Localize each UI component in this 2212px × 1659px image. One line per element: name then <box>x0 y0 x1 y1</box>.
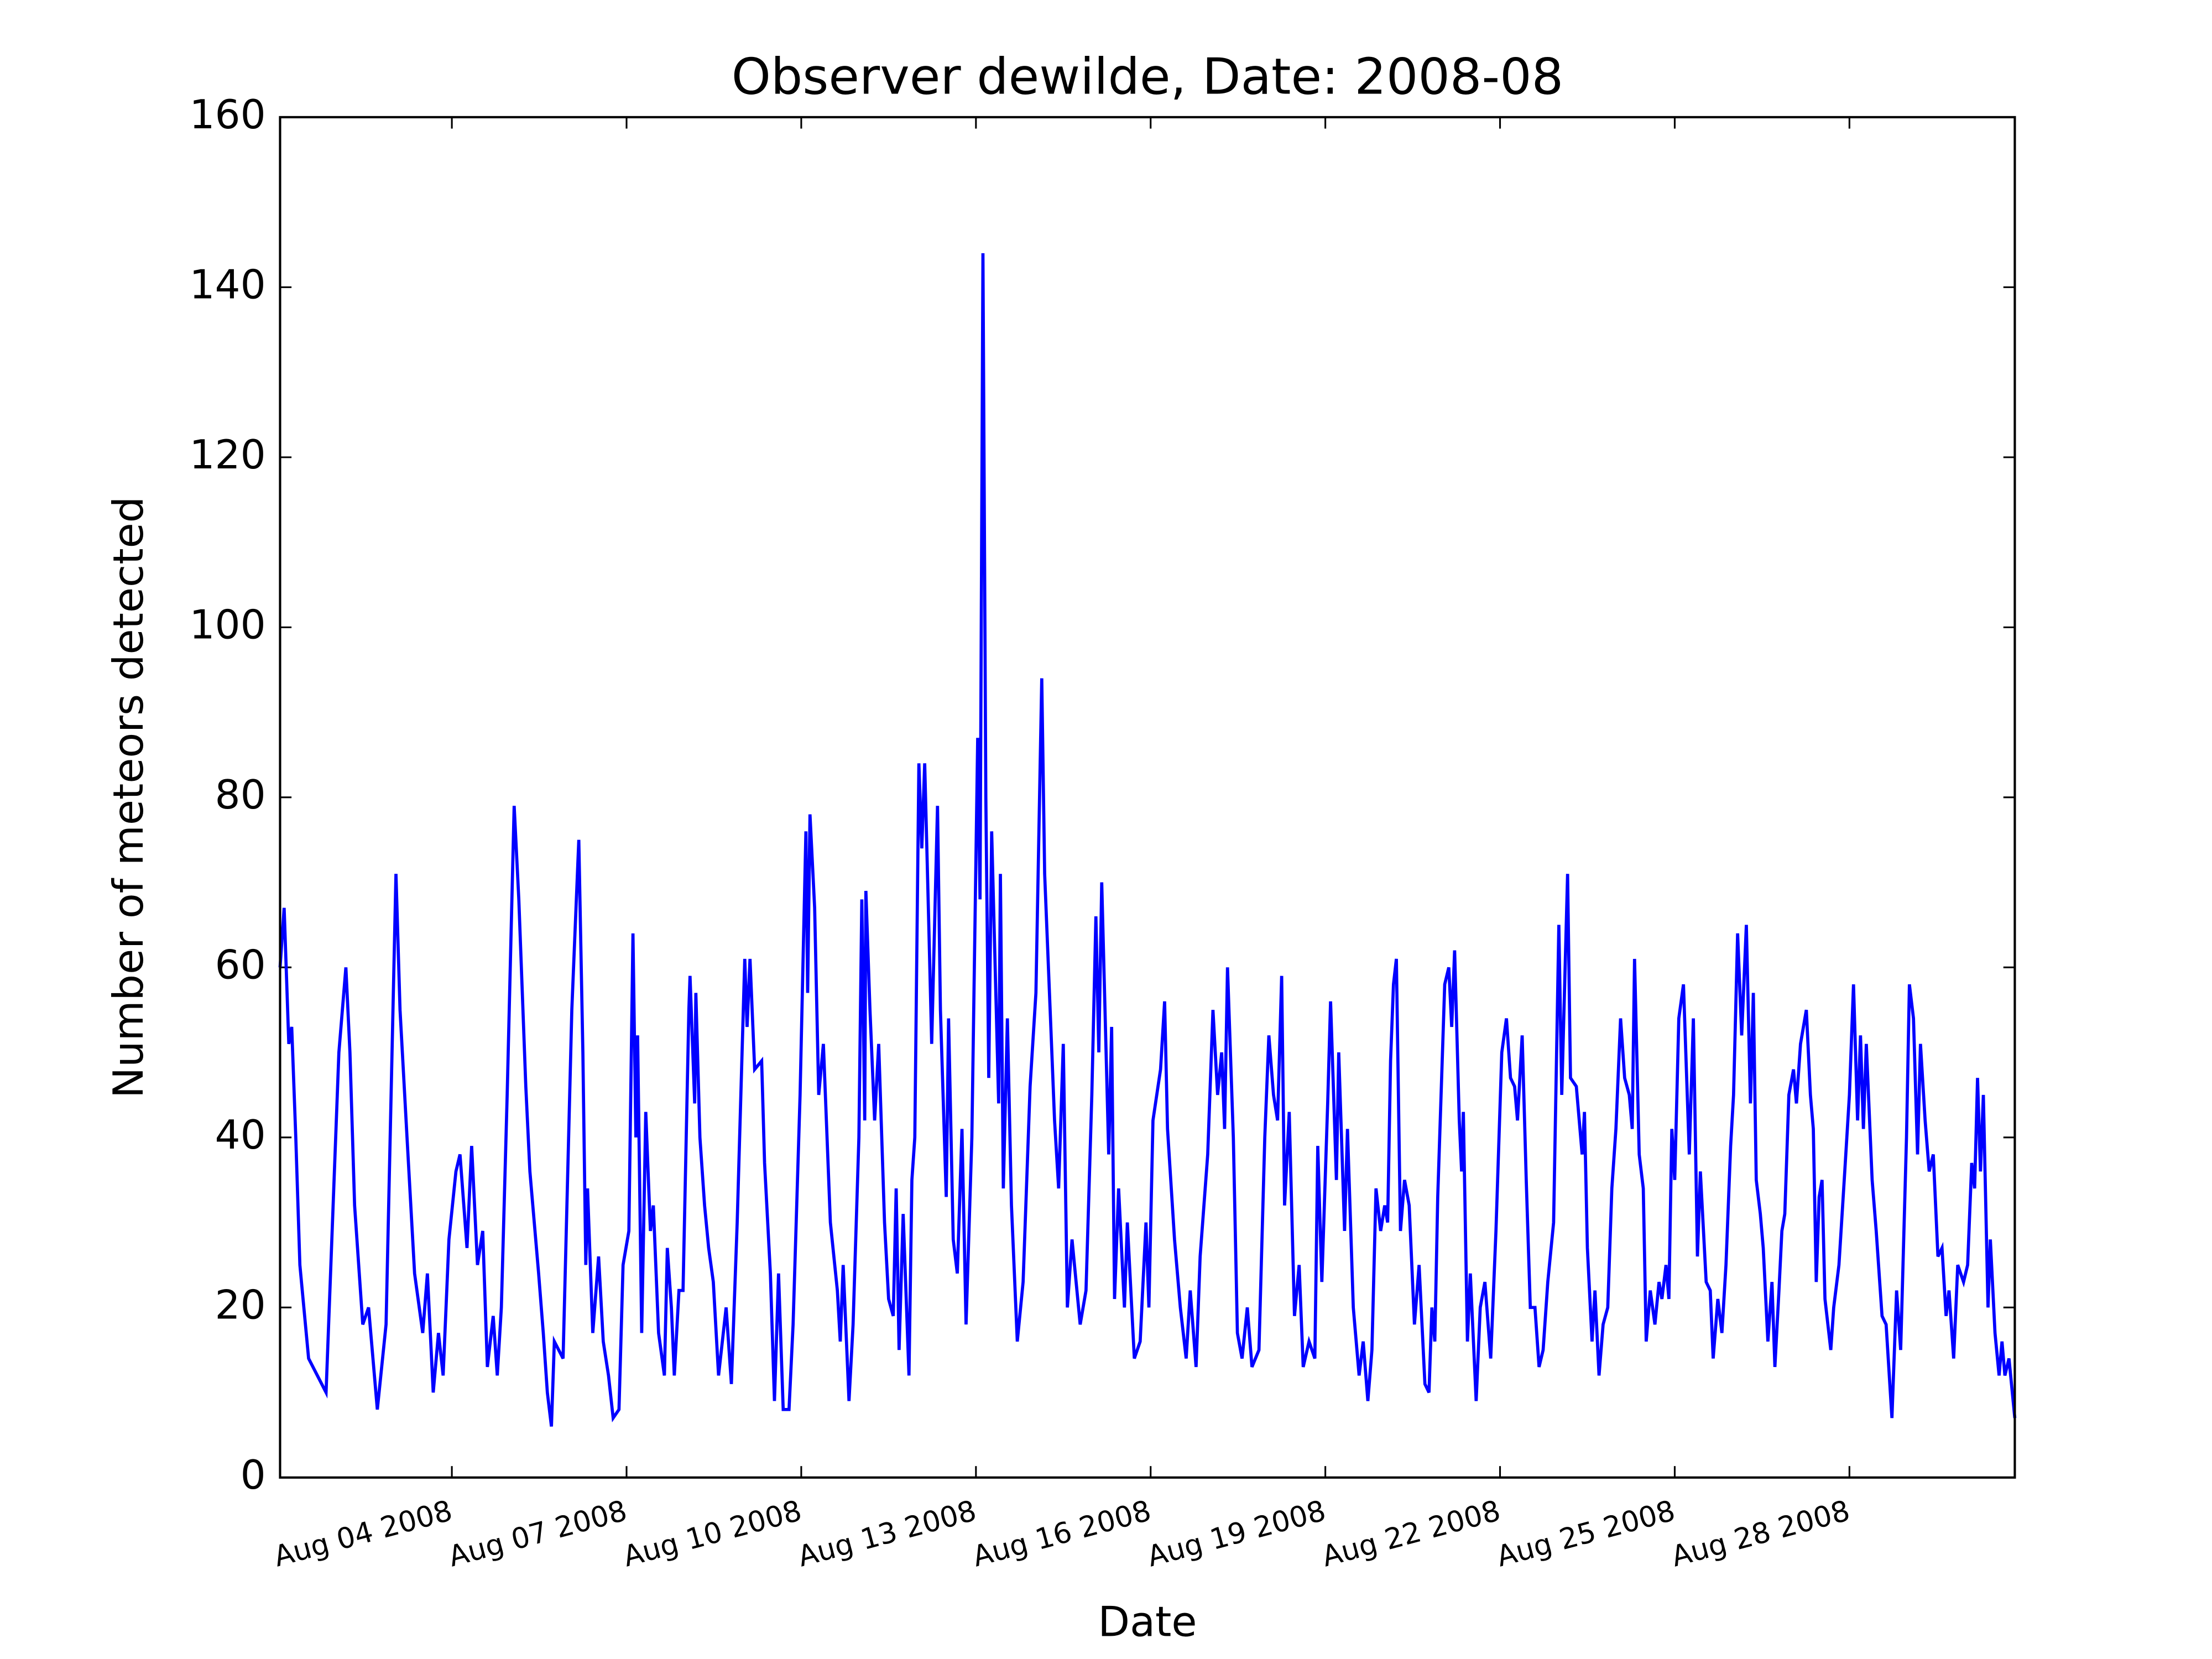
x-axis-label: Date <box>1098 1597 1197 1646</box>
y-tick-label: 160 <box>190 92 266 138</box>
y-tick-label: 100 <box>190 602 266 648</box>
y-tick-label: 140 <box>190 262 266 308</box>
y-tick-label: 80 <box>215 772 266 818</box>
data-line <box>278 253 2017 1427</box>
y-axis-label: Number of meteors detected <box>104 497 153 1098</box>
plot-frame <box>279 116 2016 1479</box>
chart-title: Observer dewilde, Date: 2008-08 <box>732 48 1563 106</box>
y-tick-label: 120 <box>190 432 266 478</box>
y-tick-label: 0 <box>241 1452 266 1499</box>
y-tick-label: 20 <box>215 1282 266 1328</box>
y-tick-label: 60 <box>215 942 266 988</box>
y-tick-label: 40 <box>215 1112 266 1159</box>
